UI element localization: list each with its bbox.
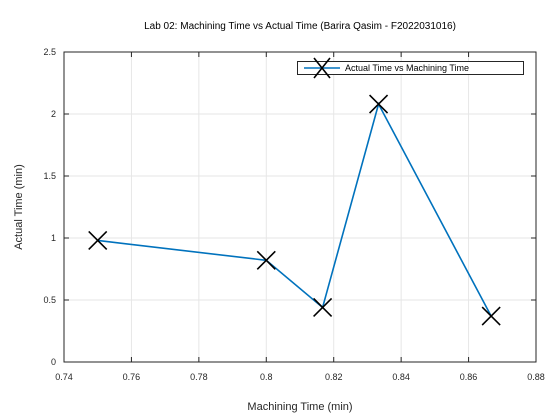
series-line — [97, 101, 492, 317]
x-tick-label: 0.78 — [190, 372, 208, 382]
data-point-marker — [313, 297, 333, 318]
x-tick-label: 0.82 — [325, 372, 343, 382]
y-axis-label: Actual Time (min) — [13, 164, 25, 250]
x-tick-label: 0.88 — [527, 372, 545, 382]
x-tick-label: 0.84 — [392, 372, 410, 382]
x-axis-label: Machining Time (min) — [247, 401, 353, 413]
data-point-marker — [88, 230, 108, 251]
data-point-marker — [256, 250, 276, 270]
y-tick-label: 2 — [51, 109, 56, 119]
x-tick-label: 0.8 — [260, 372, 273, 382]
x-tick-label: 0.76 — [123, 372, 141, 382]
legend[interactable]: Actual Time vs Machining Time — [297, 57, 524, 79]
chart-title: Lab 02: Machining Time vs Actual Time (B… — [144, 21, 456, 32]
y-tick-label: 1.5 — [43, 171, 56, 181]
data-point-marker — [481, 306, 501, 326]
legend-swatch — [304, 57, 340, 79]
x-tick-label: 0.86 — [460, 372, 478, 382]
y-tick-label: 2.5 — [43, 47, 56, 57]
legend-entry: Actual Time vs Machining Time — [345, 63, 470, 73]
x-tick-label: 0.74 — [55, 372, 73, 382]
y-tick-label: 0.5 — [43, 295, 56, 305]
data-point-marker — [368, 94, 389, 114]
plot-box — [63, 51, 537, 363]
y-axis-label-container: Actual Time (min) — [0, 0, 25, 420]
y-tick-label: 1 — [51, 233, 56, 243]
y-tick-label: 0 — [51, 357, 56, 367]
